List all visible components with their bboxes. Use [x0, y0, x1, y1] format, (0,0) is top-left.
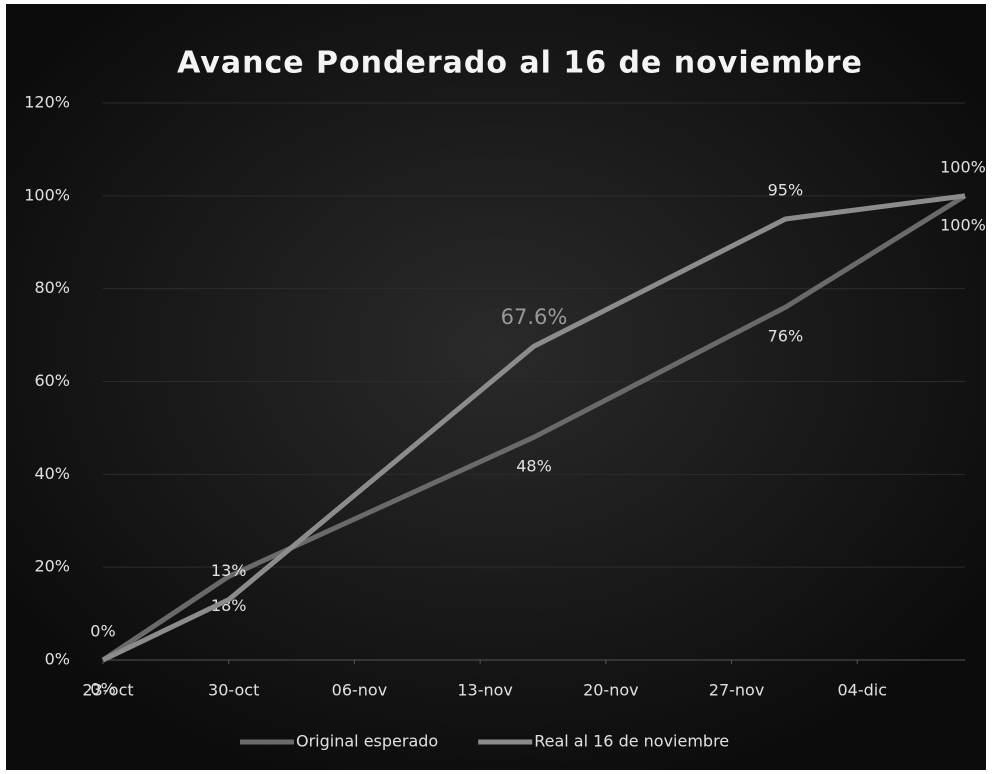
- y-tick-label: 120%: [24, 93, 70, 112]
- data-label: 0%: [90, 680, 115, 699]
- data-label: 48%: [516, 457, 552, 476]
- x-tick-label: 13-nov: [457, 681, 513, 700]
- y-tick-label: 60%: [34, 371, 70, 390]
- x-tick-label: 27-nov: [709, 681, 765, 700]
- data-label: 0%: [90, 622, 115, 641]
- x-tick-label: 23-oct: [82, 681, 133, 700]
- series-line: [101, 193, 967, 663]
- data-label: 67.6%: [501, 305, 568, 329]
- y-tick-label: 100%: [24, 185, 70, 204]
- x-tick-label: 06-nov: [332, 681, 388, 700]
- data-label: 100%: [940, 157, 986, 176]
- data-label: 18%: [211, 596, 247, 615]
- y-tick-label: 80%: [34, 278, 70, 297]
- x-tick-label: 30-oct: [208, 681, 259, 700]
- data-label: 76%: [768, 327, 804, 346]
- data-label: 13%: [211, 561, 247, 580]
- series-line: [101, 193, 966, 663]
- legend-label: Real al 16 de noviembre: [534, 732, 729, 751]
- chart-title: Avance Ponderado al 16 de noviembre: [177, 46, 863, 81]
- y-tick-label: 0%: [45, 650, 70, 669]
- x-tick-label: 04-dic: [837, 681, 887, 700]
- y-tick-label: 20%: [34, 557, 70, 576]
- data-label: 100%: [940, 215, 986, 234]
- legend-label: Original esperado: [296, 732, 438, 751]
- background: [6, 4, 986, 770]
- y-tick-label: 40%: [34, 464, 70, 483]
- data-label: 95%: [768, 181, 804, 200]
- x-tick-label: 20-nov: [583, 681, 639, 700]
